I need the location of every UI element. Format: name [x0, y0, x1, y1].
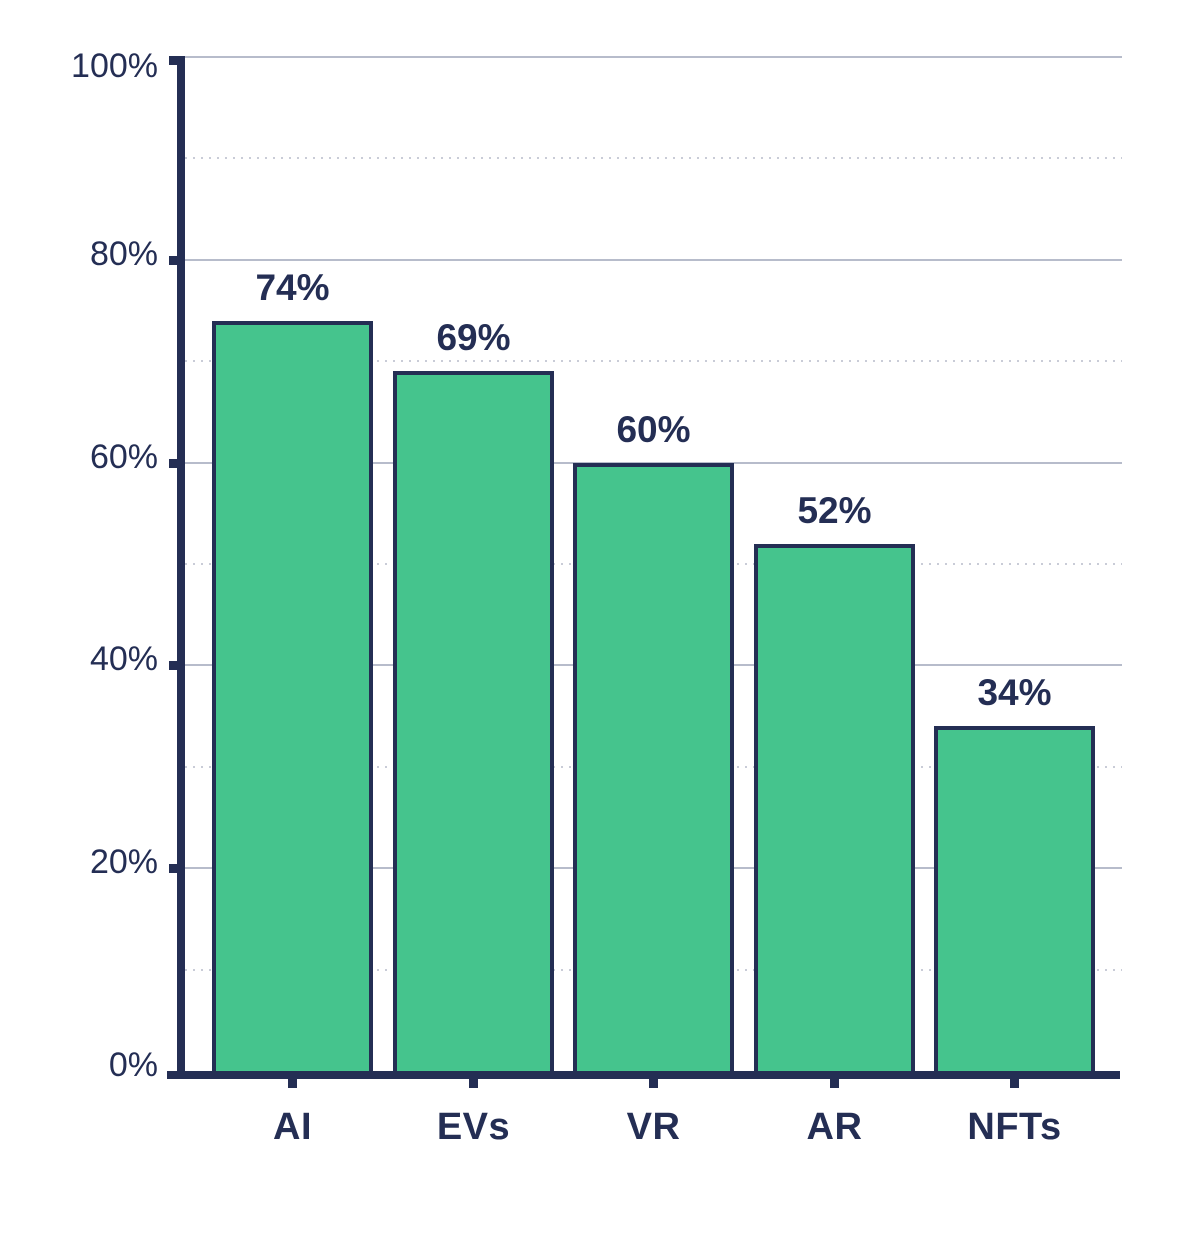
y-axis-tick	[169, 864, 185, 873]
x-axis-tick	[649, 1079, 658, 1088]
x-axis-tick	[469, 1079, 478, 1088]
gridline-major	[185, 259, 1122, 261]
gridline-major	[185, 56, 1122, 58]
bar-evs	[393, 371, 554, 1075]
y-tick-label: 80%	[89, 235, 158, 273]
category-label-nfts: NFTs	[967, 1106, 1062, 1148]
bar-value-label: 34%	[977, 672, 1052, 713]
y-tick-label: 60%	[89, 438, 158, 476]
y-tick-label: 0%	[108, 1046, 158, 1084]
x-axis-tick	[1010, 1079, 1019, 1088]
category-label-ai: AI	[273, 1106, 312, 1148]
bar-ar	[754, 544, 915, 1075]
bar-ai	[212, 321, 373, 1075]
y-tick-label: 20%	[89, 843, 158, 881]
bar-value-label: 69%	[436, 317, 511, 358]
y-axis-tick	[169, 56, 185, 65]
x-axis	[167, 1071, 1120, 1079]
category-label-evs: EVs	[436, 1106, 511, 1148]
x-axis-tick	[830, 1079, 839, 1088]
y-axis-tick	[169, 459, 185, 468]
y-axis-tick	[169, 256, 185, 265]
y-axis-tick	[169, 661, 185, 670]
gridline-minor	[185, 360, 1122, 362]
x-axis-tick	[288, 1079, 297, 1088]
gridline-minor	[185, 157, 1122, 159]
bar-value-label: 52%	[797, 490, 872, 531]
bar-value-label: 60%	[616, 409, 691, 450]
category-label-ar: AR	[806, 1106, 863, 1148]
category-label-vr: VR	[626, 1106, 681, 1148]
y-axis	[177, 56, 185, 1079]
bar-vr	[573, 463, 734, 1075]
bar-nfts	[934, 726, 1095, 1075]
y-tick-label: 40%	[89, 640, 158, 678]
y-tick-label: 100%	[71, 47, 158, 85]
bar-value-label: 74%	[255, 267, 330, 308]
